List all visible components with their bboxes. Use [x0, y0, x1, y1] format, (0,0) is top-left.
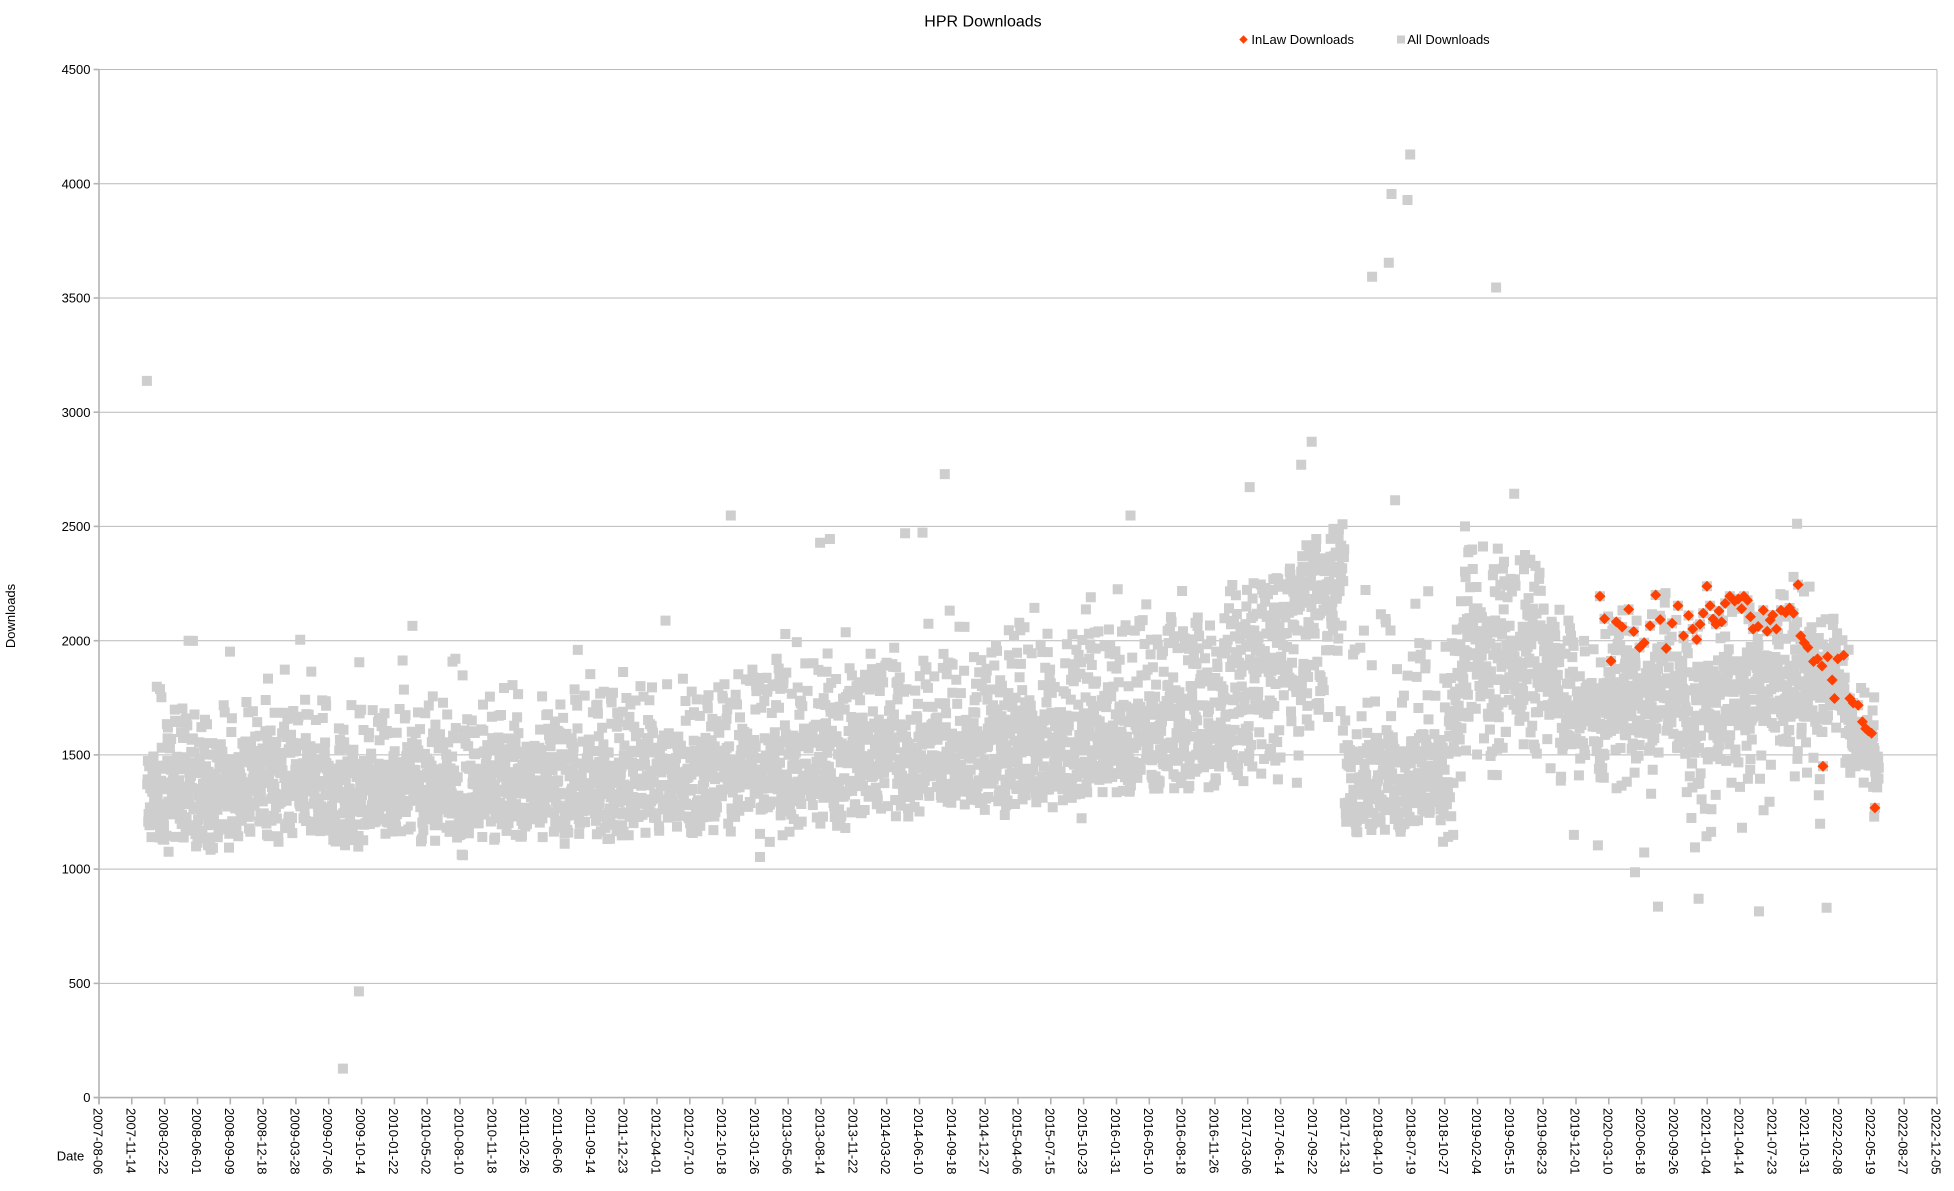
svg-text:2018-07-19: 2018-07-19: [1403, 1108, 1418, 1175]
svg-text:2014-09-18: 2014-09-18: [944, 1108, 959, 1175]
svg-text:2008-12-18: 2008-12-18: [255, 1108, 270, 1175]
svg-text:3500: 3500: [62, 291, 91, 306]
svg-text:2018-10-27: 2018-10-27: [1436, 1108, 1451, 1175]
svg-text:2012-04-01: 2012-04-01: [649, 1108, 664, 1175]
svg-text:2022-12-05: 2022-12-05: [1929, 1108, 1944, 1175]
svg-text:2008-02-22: 2008-02-22: [156, 1108, 171, 1175]
svg-text:2011-06-06: 2011-06-06: [550, 1108, 565, 1174]
svg-text:2007-11-14: 2007-11-14: [123, 1108, 138, 1174]
svg-text:2022-05-19: 2022-05-19: [1863, 1108, 1878, 1175]
svg-text:2015-10-23: 2015-10-23: [1075, 1108, 1090, 1175]
svg-text:2010-08-10: 2010-08-10: [452, 1108, 467, 1175]
svg-text:2014-03-02: 2014-03-02: [878, 1108, 893, 1175]
svg-text:2010-11-18: 2010-11-18: [484, 1108, 499, 1174]
svg-text:2011-12-23: 2011-12-23: [616, 1108, 631, 1174]
svg-text:1500: 1500: [62, 748, 91, 763]
svg-text:2000: 2000: [62, 633, 91, 648]
svg-text:2019-02-04: 2019-02-04: [1469, 1108, 1484, 1175]
svg-text:2022-02-08: 2022-02-08: [1830, 1108, 1845, 1175]
svg-text:2013-11-22: 2013-11-22: [845, 1108, 860, 1174]
svg-text:2015-07-15: 2015-07-15: [1042, 1108, 1057, 1175]
svg-text:2016-11-26: 2016-11-26: [1206, 1108, 1221, 1174]
svg-text:2021-04-14: 2021-04-14: [1732, 1108, 1747, 1175]
svg-text:2016-08-18: 2016-08-18: [1174, 1108, 1189, 1175]
svg-text:2013-08-14: 2013-08-14: [813, 1108, 828, 1175]
svg-text:2011-02-26: 2011-02-26: [517, 1108, 532, 1174]
svg-text:HPR Downloads: HPR Downloads: [924, 13, 1041, 30]
svg-text:2013-05-06: 2013-05-06: [780, 1108, 795, 1175]
svg-text:2019-05-15: 2019-05-15: [1502, 1108, 1517, 1175]
svg-text:2014-06-10: 2014-06-10: [911, 1108, 926, 1175]
svg-text:2014-12-27: 2014-12-27: [977, 1108, 992, 1175]
svg-text:2021-10-31: 2021-10-31: [1797, 1108, 1812, 1175]
svg-text:2009-07-06: 2009-07-06: [320, 1108, 335, 1175]
svg-text:2012-07-10: 2012-07-10: [681, 1108, 696, 1175]
svg-text:2009-03-28: 2009-03-28: [287, 1108, 302, 1175]
svg-text:All Downloads: All Downloads: [1407, 32, 1490, 47]
svg-text:2010-01-22: 2010-01-22: [386, 1108, 401, 1175]
svg-text:2019-12-01: 2019-12-01: [1568, 1108, 1583, 1175]
svg-text:2010-05-02: 2010-05-02: [419, 1108, 434, 1175]
svg-text:3000: 3000: [62, 405, 91, 420]
svg-text:2011-09-14: 2011-09-14: [583, 1108, 598, 1174]
svg-text:500: 500: [69, 976, 91, 991]
svg-text:2022-08-27: 2022-08-27: [1896, 1108, 1911, 1175]
svg-text:2009-10-14: 2009-10-14: [353, 1108, 368, 1175]
svg-text:2007-08-06: 2007-08-06: [91, 1108, 106, 1175]
svg-text:2017-12-31: 2017-12-31: [1338, 1108, 1353, 1175]
svg-text:2017-09-22: 2017-09-22: [1305, 1108, 1320, 1175]
svg-text:2016-01-31: 2016-01-31: [1108, 1108, 1123, 1175]
svg-text:2021-07-23: 2021-07-23: [1764, 1108, 1779, 1175]
svg-text:Downloads: Downloads: [3, 583, 18, 648]
svg-text:4000: 4000: [62, 176, 91, 191]
svg-text:2020-06-18: 2020-06-18: [1633, 1108, 1648, 1175]
svg-text:2012-10-18: 2012-10-18: [714, 1108, 729, 1175]
svg-text:2020-09-26: 2020-09-26: [1666, 1108, 1681, 1175]
svg-text:2020-03-10: 2020-03-10: [1600, 1108, 1615, 1175]
svg-text:2500: 2500: [62, 519, 91, 534]
svg-text:4500: 4500: [62, 62, 91, 77]
svg-text:2018-04-10: 2018-04-10: [1371, 1108, 1386, 1175]
svg-text:2008-06-01: 2008-06-01: [189, 1108, 204, 1175]
svg-text:2017-06-14: 2017-06-14: [1272, 1108, 1287, 1175]
svg-text:2021-01-04: 2021-01-04: [1699, 1108, 1714, 1175]
svg-text:2016-05-10: 2016-05-10: [1141, 1108, 1156, 1175]
svg-text:2019-08-23: 2019-08-23: [1535, 1108, 1550, 1175]
svg-text:2017-03-06: 2017-03-06: [1239, 1108, 1254, 1175]
svg-text:1000: 1000: [62, 862, 91, 877]
svg-text:Date: Date: [57, 1149, 84, 1164]
svg-text:2008-09-09: 2008-09-09: [222, 1108, 237, 1175]
svg-text:2015-04-06: 2015-04-06: [1010, 1108, 1025, 1175]
svg-text:2013-01-26: 2013-01-26: [747, 1108, 762, 1175]
svg-text:0: 0: [83, 1090, 90, 1105]
svg-text:InLaw Downloads: InLaw Downloads: [1251, 32, 1354, 47]
